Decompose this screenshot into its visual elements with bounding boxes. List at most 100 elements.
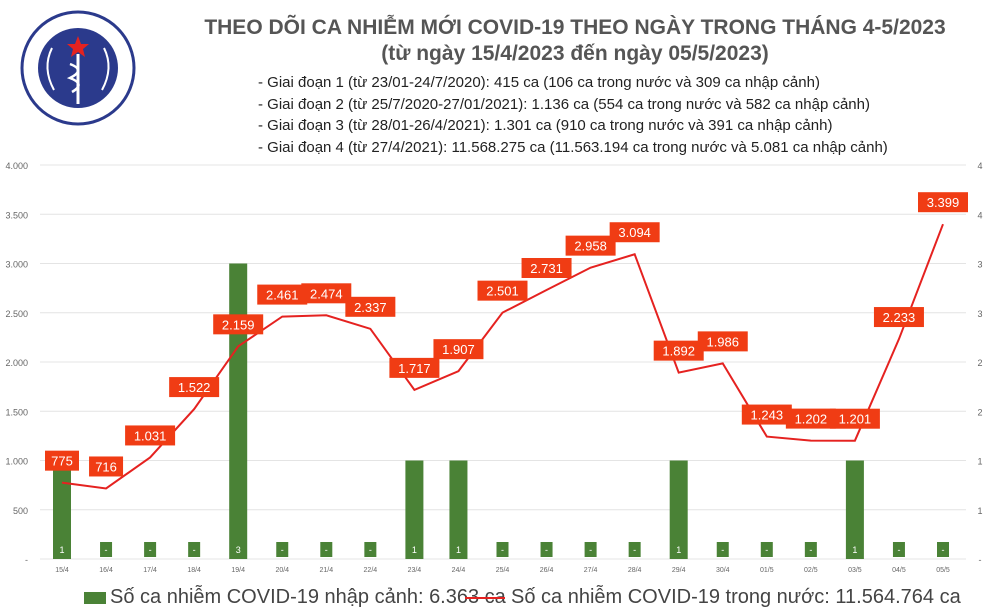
bar-zero-label-box <box>760 542 773 557</box>
x-tick-label: 16/4 <box>99 567 113 574</box>
line-data-label: 1.907 <box>442 342 475 357</box>
x-tick-label: 05/5 <box>936 567 950 574</box>
bar-zero-label-box <box>320 542 333 557</box>
legend-bar-swatch <box>84 591 106 604</box>
line-data-label-box <box>257 284 308 305</box>
bar-zero-label-box <box>628 542 641 557</box>
x-tick-label: 15/4 <box>55 567 69 574</box>
line-data-label: 1.717 <box>398 361 431 376</box>
left-tick-label: 500 <box>13 506 28 516</box>
bar <box>845 460 864 559</box>
legend-bar: Số ca nhiễm COVID-19 nhập cảnh: 6.363 ca <box>84 586 506 609</box>
bar-data-label: - <box>545 545 548 555</box>
bar-zero-label-box <box>937 542 949 557</box>
ministry-of-health-logo <box>20 10 136 126</box>
bar-zero-label-box <box>584 542 597 557</box>
line-data-label: 1.243 <box>751 408 784 423</box>
note-stage-1: - Giai đoạn 1 (từ 23/01-24/7/2020): 415 … <box>258 74 820 91</box>
bar-data-label: - <box>369 545 372 555</box>
x-tick-label: 02/5 <box>804 567 818 574</box>
line-data-label: 1.201 <box>839 412 872 427</box>
left-tick-label: - <box>25 555 28 565</box>
right-tick-label: 1 <box>977 506 982 516</box>
left-tick-label: 2.000 <box>5 358 28 368</box>
line-data-label-box <box>521 257 572 278</box>
line-data-label-box <box>918 192 968 213</box>
line-data-label: 1.986 <box>706 334 739 349</box>
bar-data-label: - <box>589 545 592 555</box>
bar-data-label: - <box>633 545 636 555</box>
line-data-label: 2.337 <box>354 300 387 315</box>
bar-zero-label-box <box>892 542 905 557</box>
line-data-label-box <box>213 314 264 335</box>
bar-zero-label-box <box>496 542 509 557</box>
line-data-label-box <box>741 404 792 425</box>
right-tick-label: - <box>979 555 982 565</box>
bar-data-label: - <box>809 545 812 555</box>
note-stage-2: - Giai đoạn 2 (từ 25/7/2020-27/01/2021):… <box>258 95 870 113</box>
line-data-label: 2.159 <box>222 317 255 332</box>
line-data-label-box <box>125 425 176 446</box>
line-data-label-box <box>785 408 836 429</box>
line-data-label-box <box>89 456 124 477</box>
bar <box>669 460 688 559</box>
left-tick-label: 3.500 <box>5 210 28 220</box>
x-tick-label: 01/5 <box>760 567 774 574</box>
line-data-label: 3.399 <box>927 195 960 210</box>
bar-data-label: - <box>105 545 108 555</box>
legend-line-swatch <box>465 596 505 599</box>
x-tick-label: 04/5 <box>892 567 906 574</box>
line-data-label: 1.522 <box>178 380 211 395</box>
right-tick-label: 4 <box>977 210 982 220</box>
left-tick-label: 3.000 <box>5 260 28 270</box>
bar-zero-label-box <box>540 542 553 557</box>
line-data-label: 2.461 <box>266 288 299 303</box>
line-data-label-box <box>653 340 704 361</box>
line-data-label: 716 <box>95 459 117 474</box>
line-data-label: 1.031 <box>134 428 167 443</box>
bar-data-label: - <box>897 545 900 555</box>
bar-data-label: 1 <box>456 545 461 555</box>
bar-data-label: - <box>325 545 328 555</box>
x-tick-label: 20/4 <box>275 567 289 574</box>
line-data-label: 2.731 <box>530 261 563 276</box>
x-tick-label: 03/5 <box>848 567 862 574</box>
line-data-label-box <box>345 296 396 317</box>
bar-zero-label-box <box>364 542 377 557</box>
line-data-label: 775 <box>51 454 73 469</box>
bar-data-label: 1 <box>676 545 681 555</box>
line-data-label-box <box>697 331 748 352</box>
bar-zero-label-box <box>144 542 157 557</box>
line-data-label: 2.958 <box>574 239 607 254</box>
x-tick-label: 23/4 <box>408 567 422 574</box>
legend-bar-label: Số ca nhiễm COVID-19 nhập cảnh: 6.363 ca <box>110 586 506 608</box>
right-tick-label: 2 <box>977 358 982 368</box>
bar-zero-label-box <box>804 542 817 557</box>
line-data-label-box <box>565 235 616 256</box>
line-data-label-box <box>433 339 484 360</box>
x-tick-label: 26/4 <box>540 567 554 574</box>
bar-data-label: - <box>193 545 196 555</box>
line-data-label-box <box>477 280 528 301</box>
x-tick-label: 22/4 <box>364 567 378 574</box>
bar-data-label: - <box>942 545 945 555</box>
bar <box>53 460 71 559</box>
bar-data-label: 1 <box>852 545 857 555</box>
chart-subtitle: (từ ngày 15/4/2023 đến ngày 05/5/2023) <box>381 42 769 65</box>
bar <box>449 460 468 559</box>
bar-data-label: 1 <box>412 545 417 555</box>
x-tick-label: 30/4 <box>716 567 730 574</box>
left-tick-label: 4.000 <box>5 161 28 171</box>
bar-data-label: - <box>149 545 152 555</box>
x-tick-label: 28/4 <box>628 567 642 574</box>
line-data-label: 2.501 <box>486 284 519 299</box>
x-tick-label: 25/4 <box>496 567 510 574</box>
bar <box>229 263 248 559</box>
bar <box>405 460 424 559</box>
x-tick-label: 24/4 <box>452 567 466 574</box>
bar-data-label: - <box>765 545 768 555</box>
right-tick-label: 1 <box>977 457 982 467</box>
line-data-label: 1.892 <box>662 344 695 359</box>
left-tick-label: 2.500 <box>5 309 28 319</box>
